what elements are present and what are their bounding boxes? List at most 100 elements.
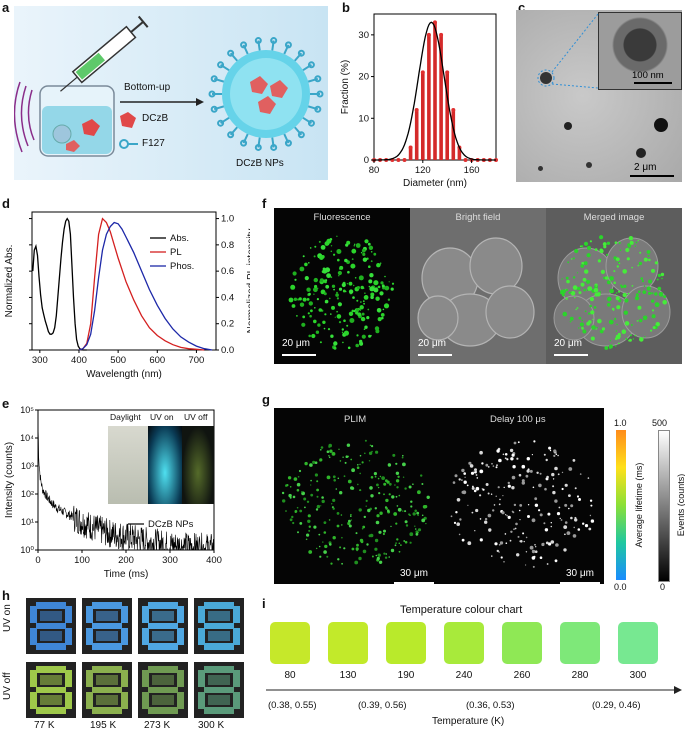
fluorescence-spot: [321, 255, 325, 259]
fluorescence-spot: [526, 469, 530, 473]
fluorescence-spot: [611, 307, 615, 311]
fluorescence-spot: [651, 299, 655, 303]
inset-scale-bar: [634, 82, 672, 84]
fluorescence-spot: [417, 490, 421, 495]
fluorescence-spot: [299, 266, 305, 272]
fluorescence-spot: [507, 515, 511, 519]
fluorescence-spot: [306, 287, 311, 292]
fluorescence-spot: [387, 463, 392, 467]
fluorescence-spot: [319, 341, 322, 344]
fluorescence-spot: [323, 521, 327, 524]
panel-label-g: g: [262, 392, 270, 407]
fluorescence-spot: [409, 532, 414, 537]
fluorescence-spot: [333, 346, 337, 350]
fluorescence-spot: [473, 470, 476, 473]
fluorescence-spot: [352, 296, 355, 299]
fluorescence-spot: [589, 499, 593, 502]
segment: [36, 687, 66, 693]
fluorescence-spot: [414, 528, 417, 530]
fluorescence-spot: [351, 248, 357, 254]
fluorescence-spot: [618, 241, 621, 244]
fluorescence-spot: [609, 276, 614, 281]
fluorescence-spot: [595, 285, 598, 287]
fluorescence-spot: [337, 302, 342, 307]
fluorescence-spot: [482, 488, 485, 491]
segment: [121, 628, 128, 645]
fluorescence-spot: [568, 291, 571, 294]
fluorescence-spot: [529, 469, 533, 473]
fluorescence-spot: [552, 478, 555, 480]
digit-sample: [82, 662, 132, 718]
fluorescence-spot: [461, 479, 463, 481]
x-tick-label: 120: [415, 165, 431, 176]
fluorescence-spot: [373, 472, 377, 476]
fluorescence-spot: [570, 291, 572, 294]
nanoparticle-icon: [222, 50, 310, 138]
fluorescence-spot: [339, 491, 343, 495]
fluorescence-spot: [391, 282, 395, 285]
fluorescence-spot: [616, 265, 619, 268]
fluorescence-spot: [360, 316, 366, 322]
nanoparticle-spikes: [208, 37, 324, 151]
fluorescence-spot: [548, 542, 552, 546]
fluorescence-spot: [348, 281, 353, 286]
fluorescence-spot: [576, 272, 579, 274]
fluorescence-spot: [288, 493, 292, 498]
fluorescence-spot: [614, 317, 617, 320]
fluorescence-spot: [459, 518, 462, 521]
segment: [65, 606, 72, 623]
fluorescence-spot: [657, 286, 662, 291]
fluorescence-spot: [350, 458, 353, 461]
fluorescence-spot: [565, 276, 569, 280]
fluorescence-spot: [559, 517, 561, 519]
fluorescence-spot: [328, 519, 331, 521]
cbar2-label: Events (counts): [676, 473, 685, 537]
fluorescence-spot: [304, 461, 308, 466]
digit-grid: [26, 598, 252, 718]
colour-swatch: [618, 622, 658, 664]
fluorescence-spot: [369, 486, 373, 490]
fluorescence-spot: [504, 533, 507, 535]
fluorescence-spot: [354, 309, 357, 311]
fluorescence-spot: [584, 269, 589, 274]
fluorescence-spot: [358, 508, 362, 512]
fluorescence-spot: [328, 455, 330, 457]
fluorescence-spot: [513, 441, 517, 445]
fluorescence-spot: [360, 301, 362, 303]
segment: [148, 602, 178, 609]
digit-segments: [142, 602, 184, 650]
fluorescence-spot: [622, 269, 627, 274]
fluorescence-spot: [368, 460, 371, 462]
fluorescence-spot: [663, 295, 667, 299]
spike-head: [270, 143, 278, 151]
fluorescence-spot: [343, 547, 346, 550]
fluorescence-spot: [321, 496, 324, 499]
fluorescence-spot: [475, 486, 480, 491]
fluorescence-spot: [345, 455, 349, 458]
fluorescence-spot: [341, 536, 343, 539]
fluorescence-spot: [452, 481, 456, 484]
tem-image: 100 nm 2 μm: [516, 10, 682, 182]
fluorescence-spot: [614, 345, 617, 347]
fluorescence-spot: [383, 493, 385, 496]
row-label-uv-on: UV on: [2, 604, 13, 632]
fluorescence-spot: [549, 449, 552, 452]
fluorescence-spot: [544, 528, 549, 532]
x-tick-label: 400: [71, 355, 87, 366]
y-tick-label: 10: [358, 113, 369, 124]
fluorescence-spot: [552, 485, 555, 488]
fluorescence-spot: [531, 518, 536, 523]
fluorescence-spot: [543, 522, 546, 525]
digit-sample: [138, 662, 188, 718]
histogram-bar: [427, 34, 431, 160]
vial-label-uv-on: UV on: [150, 412, 174, 422]
fluorescence-spot: [493, 504, 496, 506]
fluorescence-spot: [408, 513, 411, 516]
fluorescence-spot: [330, 334, 334, 338]
cbar2-max: 500: [652, 418, 668, 428]
fluorescence-spot: [456, 498, 461, 502]
fluorescence-spot: [563, 548, 567, 552]
fluorescence-spot: [364, 239, 369, 244]
fluorescence-spot: [637, 264, 640, 267]
fluorescence-spot: [570, 258, 573, 260]
